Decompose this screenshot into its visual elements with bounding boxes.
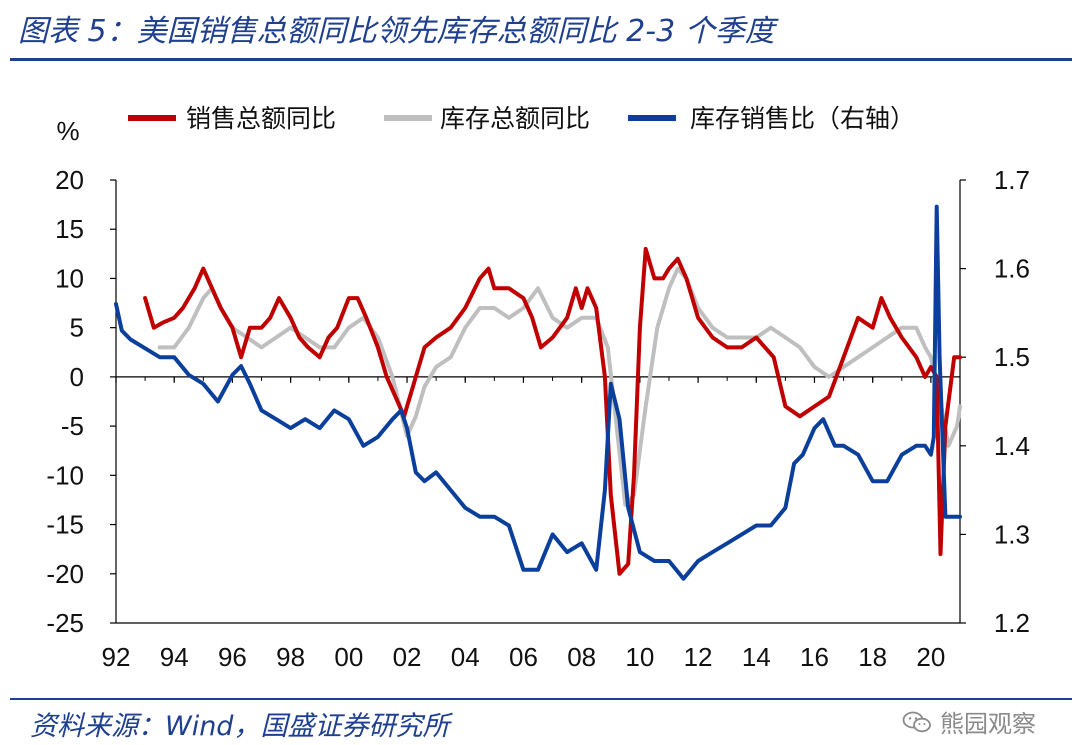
x-tick-label: 02 [393, 642, 422, 672]
left-tick-label: 10 [55, 263, 84, 293]
source-divider [10, 698, 1072, 700]
right-tick-label: 1.4 [994, 431, 1030, 461]
left-tick-label: -5 [61, 411, 84, 441]
x-tick-label: 06 [509, 642, 538, 672]
legend-label-3: 库存销售比（右轴） [690, 104, 915, 133]
x-tick-label: 08 [567, 642, 596, 672]
x-tick-label: 12 [684, 642, 713, 672]
left-tick-label: 5 [70, 313, 84, 343]
x-tick-label: 92 [102, 642, 131, 672]
x-tick-label: 00 [334, 642, 363, 672]
left-axis-unit: % [56, 116, 79, 146]
series-line-3 [114, 204, 962, 581]
left-tick-label: -10 [46, 460, 84, 490]
chart-legend: 销售总额同比 库存总额同比 库存销售比（右轴） [128, 104, 915, 133]
watermark-text: 熊园观察 [940, 710, 1036, 738]
legend-label-1: 销售总额同比 [186, 104, 336, 133]
left-tick-label: -20 [46, 559, 84, 589]
left-tick-label: -25 [46, 608, 84, 638]
left-tick-label: -15 [46, 510, 84, 540]
x-tick-label: 14 [742, 642, 771, 672]
left-tick-label: 20 [55, 165, 84, 195]
right-tick-label: 1.6 [994, 254, 1030, 284]
chart-axes: 20 15 10 5 0 -5 -10 -15 -20 -25 1.7 1.6 1.5 1.4 1.3 1.2… [46, 165, 1030, 672]
line-chart: 销售总额同比 库存总额同比 库存销售比（右轴） % 20 15 10 5 0 -5 -10 -15… [46, 104, 1030, 672]
chart-title: 图表 5：美国销售总额同比领先库存总额同比 2-3 个季度 [18, 14, 775, 49]
left-tick-label: 0 [70, 362, 84, 392]
x-tick-label: 18 [858, 642, 887, 672]
x-tick-label: 96 [218, 642, 247, 672]
x-tick-label: 16 [800, 642, 829, 672]
x-tick-label: 20 [916, 642, 945, 672]
x-tick-label: 10 [625, 642, 654, 672]
right-tick-label: 1.3 [994, 519, 1030, 549]
series-line-1 [143, 246, 962, 576]
right-tick-label: 1.2 [994, 608, 1030, 638]
left-tick-label: 15 [55, 214, 84, 244]
right-tick-label: 1.7 [994, 165, 1030, 195]
source-note: 资料来源：Wind，国盛证券研究所 [30, 711, 450, 742]
x-tick-label: 94 [160, 642, 189, 672]
wechat-icon [902, 711, 931, 732]
x-tick-label: 98 [276, 642, 305, 672]
chart-series [114, 204, 962, 581]
legend-label-2: 库存总额同比 [440, 104, 590, 133]
watermark: 熊园观察 [902, 704, 1036, 739]
right-tick-label: 1.5 [994, 342, 1030, 372]
x-tick-label: 04 [451, 642, 480, 672]
series-line-2 [157, 266, 962, 507]
title-divider [10, 58, 1072, 61]
